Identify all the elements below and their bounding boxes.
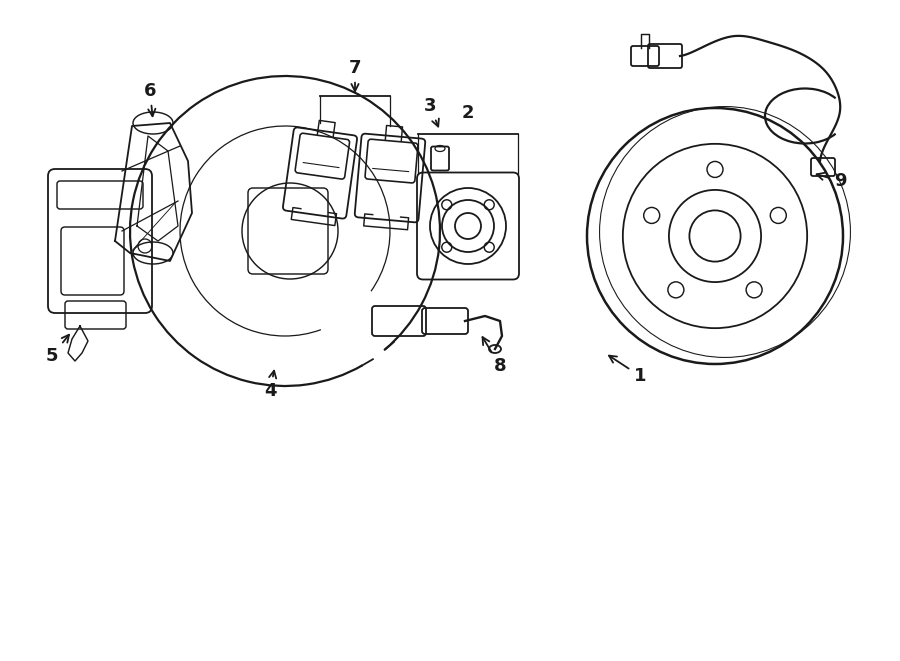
Text: 9: 9 <box>816 172 846 190</box>
Text: 1: 1 <box>609 356 646 385</box>
Text: 3: 3 <box>424 97 439 126</box>
Text: 8: 8 <box>482 337 507 375</box>
Text: 4: 4 <box>264 371 276 400</box>
Text: 6: 6 <box>144 82 157 116</box>
Text: 7: 7 <box>349 59 361 91</box>
Text: 5: 5 <box>46 334 69 365</box>
Text: 2: 2 <box>462 104 474 122</box>
